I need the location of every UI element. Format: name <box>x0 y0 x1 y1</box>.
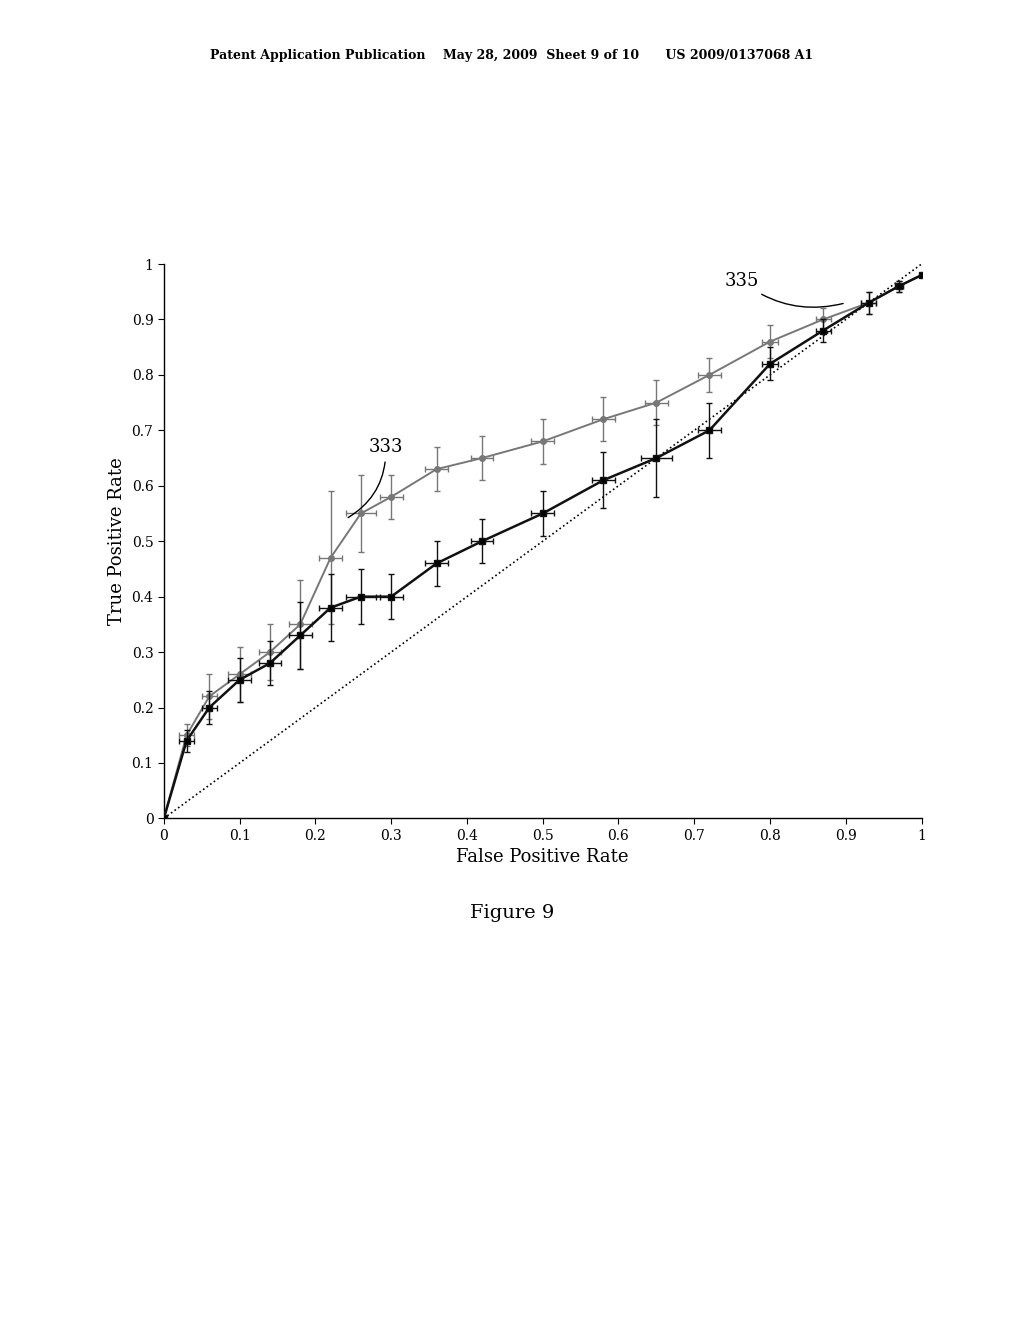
Text: Figure 9: Figure 9 <box>470 904 554 923</box>
Text: Patent Application Publication    May 28, 2009  Sheet 9 of 10      US 2009/01370: Patent Application Publication May 28, 2… <box>211 49 813 62</box>
X-axis label: False Positive Rate: False Positive Rate <box>457 849 629 866</box>
Text: 333: 333 <box>348 438 402 517</box>
Text: 335: 335 <box>725 272 843 308</box>
Y-axis label: True Positive Rate: True Positive Rate <box>108 457 126 626</box>
